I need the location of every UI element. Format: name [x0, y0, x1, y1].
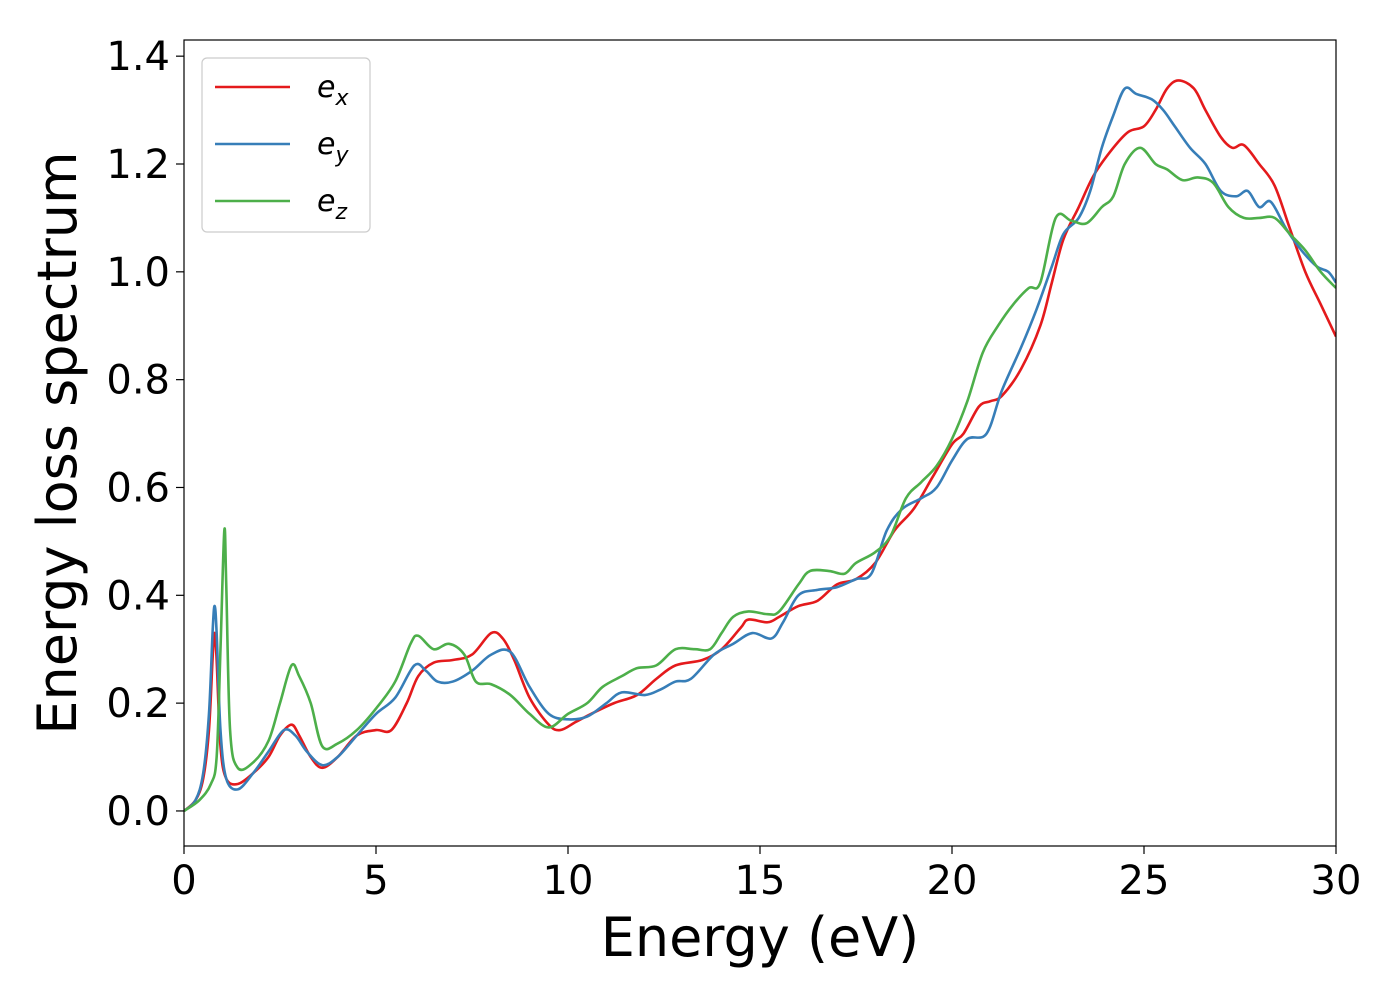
- y-tick-label: 0.2: [106, 681, 170, 727]
- series-layer: [184, 79, 1336, 813]
- y-tick-label: 0.4: [106, 573, 170, 619]
- y-axis-ticks: 0.0 0.2 0.4 0.6 0.8 1.0 1.2 1.4: [106, 34, 184, 835]
- y-tick-label: 1.4: [106, 34, 170, 80]
- x-tick-label: 30: [1311, 858, 1362, 904]
- series-line-x: [184, 79, 1336, 812]
- x-tick-label: 5: [363, 858, 388, 904]
- x-axis-title: Energy (eV): [601, 906, 920, 969]
- y-tick-label: 0.8: [106, 358, 170, 404]
- series-line-z: [184, 146, 1336, 813]
- series-line-y: [184, 86, 1336, 812]
- y-axis-title: Energy loss spectrum: [26, 151, 89, 734]
- x-axis-ticks: 0 5 10 15 20 25 30: [171, 846, 1361, 904]
- y-tick-label: 0.0: [106, 789, 170, 835]
- x-tick-label: 25: [1119, 858, 1170, 904]
- x-tick-label: 15: [735, 858, 786, 904]
- x-tick-label: 0: [171, 858, 196, 904]
- y-tick-label: 1.2: [106, 142, 170, 188]
- x-tick-label: 20: [927, 858, 978, 904]
- y-tick-label: 0.6: [106, 465, 170, 511]
- y-tick-label: 1.0: [106, 250, 170, 296]
- x-tick-label: 10: [543, 858, 594, 904]
